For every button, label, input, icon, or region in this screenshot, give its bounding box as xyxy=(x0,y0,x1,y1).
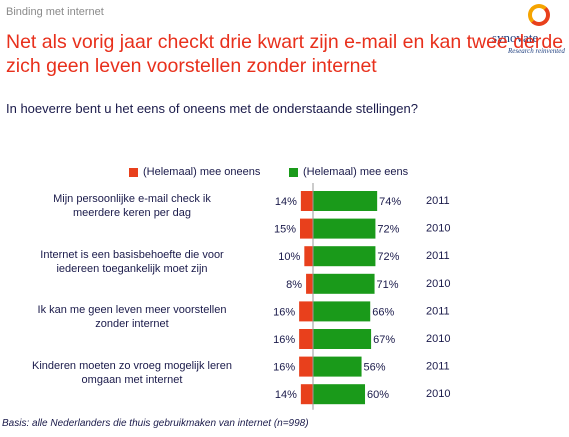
statement-label-2: Internet is een basisbehoefte die voor i… xyxy=(40,249,224,275)
section-label: Binding met internet xyxy=(6,6,104,18)
data-label-disagree: 16% xyxy=(273,362,295,374)
bar-agree xyxy=(313,218,376,239)
data-label-agree: 72% xyxy=(377,251,399,263)
data-label-disagree: 10% xyxy=(278,251,300,263)
statement-label-1: Mijn persoonlijke e-mail check ik meerde… xyxy=(53,193,211,219)
year-label: 2011 xyxy=(426,305,450,317)
bar-agree xyxy=(313,273,375,294)
bar-disagree xyxy=(306,273,313,294)
statement-label-3: Ik kan me geen leven meer voorstellen zo… xyxy=(37,304,227,330)
logo-ring-icon xyxy=(528,4,550,26)
legend-item-agree: (Helemaal) mee eens xyxy=(289,166,408,178)
data-label-disagree: 14% xyxy=(275,196,297,208)
bar-disagree xyxy=(299,356,313,377)
legend-label-agree: (Helemaal) mee eens xyxy=(303,166,409,178)
data-label-agree: 67% xyxy=(373,334,395,346)
legend-swatch-disagree xyxy=(129,167,138,177)
legend-item-disagree: (Helemaal) mee oneens xyxy=(129,166,260,178)
bar-disagree xyxy=(300,191,313,211)
bar-agree xyxy=(313,384,366,405)
data-label-disagree: 8% xyxy=(286,279,302,291)
survey-question: In hoeverre bent u het eens of oneens me… xyxy=(6,101,418,116)
bar-agree xyxy=(313,191,378,211)
data-label-agree: 72% xyxy=(377,224,399,236)
data-label-agree: 74% xyxy=(379,196,401,208)
data-label-disagree: 15% xyxy=(274,224,296,236)
data-label-agree: 56% xyxy=(364,362,386,374)
year-label: 2011 xyxy=(426,361,450,373)
bar-disagree xyxy=(299,218,313,239)
bar-agree xyxy=(313,246,376,267)
bar-disagree xyxy=(300,384,313,405)
synovate-logo: synovate Research reinvented xyxy=(490,4,566,56)
page-title: Net als vorig jaar checkt drie kwart zij… xyxy=(6,31,564,77)
bar-agree xyxy=(313,329,372,349)
data-label-disagree: 16% xyxy=(273,306,295,318)
year-label: 2011 xyxy=(426,250,450,262)
data-label-disagree: 14% xyxy=(275,389,297,401)
year-label: 2011 xyxy=(426,195,450,207)
legend-label-disagree: (Helemaal) mee oneens xyxy=(143,166,261,178)
statement-label-4: Kinderen moeten zo vroeg mogelijk leren … xyxy=(32,360,232,386)
logo-tagline: Research reinvented xyxy=(508,47,565,55)
data-label-agree: 71% xyxy=(377,279,399,291)
legend-swatch-agree xyxy=(289,167,298,177)
logo-wordmark: synovate xyxy=(492,30,539,45)
year-label: 2010 xyxy=(426,333,450,345)
bar-agree xyxy=(313,356,362,377)
data-label-disagree: 16% xyxy=(273,334,295,346)
data-label-agree: 60% xyxy=(367,389,389,401)
bar-disagree xyxy=(299,301,313,322)
bar-agree xyxy=(313,301,371,322)
bar-disagree xyxy=(299,329,313,349)
year-label: 2010 xyxy=(426,278,450,290)
data-label-agree: 66% xyxy=(372,306,394,318)
year-label: 2010 xyxy=(426,388,450,400)
bar-disagree xyxy=(304,246,313,267)
footnote: Basis: alle Nederlanders die thuis gebru… xyxy=(2,418,309,429)
year-label: 2010 xyxy=(426,223,450,235)
